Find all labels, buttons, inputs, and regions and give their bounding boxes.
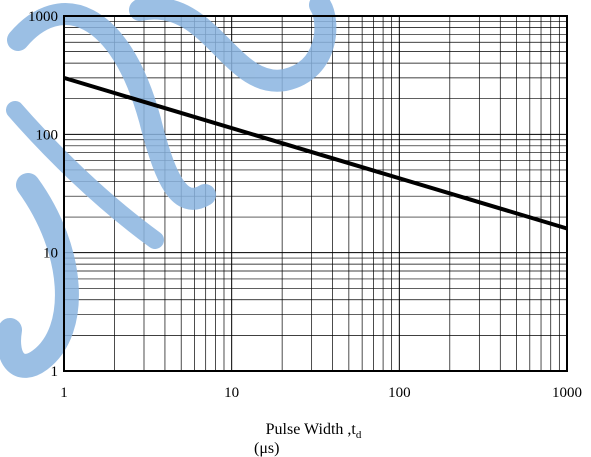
y-axis: 1 10 100 1000 [28,9,58,380]
y-tick-label: 1000 [28,9,58,25]
x-tick-label: 10 [224,385,239,401]
x-tick-label: 1000 [552,385,582,401]
plot-frame [63,15,568,372]
x-tick-label: 1 [60,385,68,401]
x-axis-unit: (μs) [254,440,279,457]
y-tick-label: 10 [43,246,58,262]
y-tick-label: 1 [51,364,59,380]
series-line [63,75,568,231]
series-layer [63,75,568,231]
x-axis-label: Pulse Width ,td [266,421,362,441]
x-axis-label-subscript: d [356,429,362,441]
x-axis-label-main: Pulse Width ,t [266,421,357,438]
x-axis: 1 10 100 1000 [60,385,582,401]
watermark-logo [0,0,337,378]
y-tick-label: 100 [36,127,59,143]
x-tick-label: 100 [388,385,411,401]
